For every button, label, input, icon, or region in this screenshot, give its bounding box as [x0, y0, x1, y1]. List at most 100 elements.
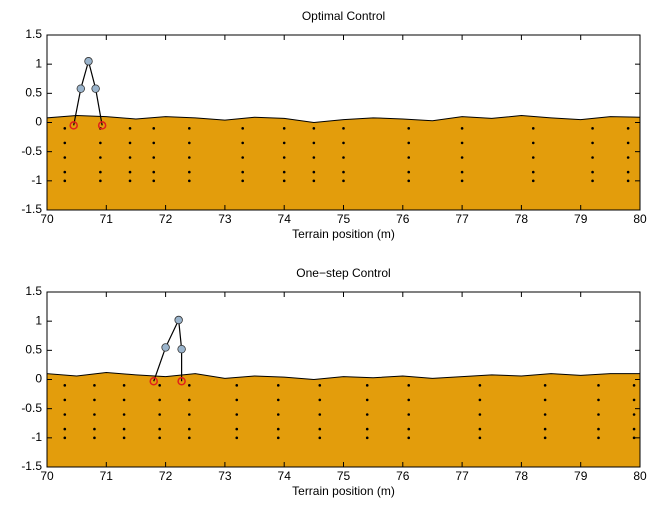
sample-dot	[407, 398, 411, 402]
sample-dot	[531, 156, 535, 159]
sample-dot	[276, 398, 280, 402]
sample-dot	[407, 156, 411, 159]
sample-dot	[93, 427, 96, 431]
sample-dot	[188, 141, 191, 145]
y-tick-label: -1	[31, 430, 42, 444]
sample-dot	[122, 398, 126, 402]
sample-dot	[318, 427, 322, 431]
sample-dot	[632, 436, 636, 440]
sample-dot	[63, 156, 67, 159]
sample-dot	[407, 141, 411, 145]
sample-dot	[63, 141, 67, 145]
sample-dot	[460, 170, 464, 174]
sample-dot	[478, 398, 482, 402]
sample-dot	[460, 127, 464, 130]
joint	[177, 344, 186, 354]
sample-dot	[282, 156, 286, 159]
sample-dot	[597, 398, 600, 402]
sample-dot	[407, 384, 411, 387]
y-tick-label: -1	[31, 173, 42, 187]
terrain	[46, 371, 641, 468]
sample-dot	[188, 427, 191, 431]
joint	[174, 315, 183, 325]
sample-dot	[241, 156, 244, 159]
x-tick-label: 71	[100, 212, 114, 226]
sample-dot	[626, 141, 630, 145]
sample-dot	[276, 427, 280, 431]
sample-dot	[632, 427, 636, 431]
sample-dot	[597, 413, 600, 416]
sample-dot	[632, 384, 636, 387]
sample-dot	[122, 413, 126, 416]
y-tick-label: -0.5	[21, 144, 42, 158]
sample-dot	[63, 427, 67, 431]
sample-dot	[597, 436, 600, 440]
x-tick-label: 70	[40, 469, 54, 483]
sample-dot	[188, 436, 191, 440]
sample-dot	[365, 436, 369, 440]
y-tick-label: -1.5	[21, 459, 42, 473]
x-tick-label: 78	[515, 469, 529, 483]
sample-dot	[478, 427, 482, 431]
sample-dot	[99, 179, 102, 183]
sample-dot	[626, 156, 630, 159]
sample-dot	[152, 170, 156, 174]
sample-dot	[407, 179, 411, 183]
sample-dot	[99, 170, 102, 174]
y-tick-label: 0	[35, 372, 42, 386]
sample-dot	[591, 156, 594, 159]
sample-dot	[597, 427, 600, 431]
sample-dot	[93, 413, 96, 416]
x-tick-label: 75	[337, 212, 351, 226]
sample-dot	[276, 436, 280, 440]
sample-dot	[63, 398, 67, 402]
sample-dot	[63, 436, 67, 440]
joint	[84, 57, 93, 66]
y-tick-label: 1	[35, 56, 42, 70]
x-tick-label: 72	[159, 212, 173, 226]
sample-dot	[128, 156, 132, 159]
sample-dot	[241, 141, 244, 145]
sample-dot	[342, 179, 345, 183]
x-tick-label: 77	[455, 469, 469, 483]
sample-dot	[597, 384, 600, 387]
y-tick-label: -1.5	[21, 202, 42, 216]
x-tick-label: 75	[337, 469, 351, 483]
sample-dot	[478, 436, 482, 440]
sample-dot	[543, 436, 547, 440]
sample-dot	[318, 436, 322, 440]
foot	[69, 121, 78, 130]
chart-title: One−step Control	[296, 266, 390, 280]
sample-dot	[342, 127, 345, 130]
sample-dot	[276, 413, 280, 416]
sample-dot	[282, 170, 286, 174]
sample-dot	[188, 384, 191, 387]
sample-dot	[235, 384, 239, 387]
sample-dot	[312, 179, 316, 183]
sample-dot	[158, 384, 161, 387]
sample-dot	[460, 179, 464, 183]
sample-dot	[63, 413, 67, 416]
sample-dot	[235, 436, 239, 440]
sample-dot	[152, 127, 156, 130]
sample-dot	[188, 170, 191, 174]
sample-dot	[365, 384, 369, 387]
sample-dot	[63, 127, 67, 130]
sample-dot	[318, 398, 322, 402]
sample-dot	[591, 127, 594, 130]
sample-dot	[342, 141, 345, 145]
x-tick-label: 80	[633, 212, 647, 226]
sample-dot	[543, 427, 547, 431]
x-tick-label: 74	[278, 212, 292, 226]
sample-dot	[632, 398, 636, 402]
sample-dot	[235, 413, 239, 416]
y-tick-label: -0.5	[21, 401, 42, 415]
sample-dot	[591, 179, 594, 183]
terrain	[46, 114, 641, 211]
sample-dot	[282, 127, 286, 130]
sample-dot	[128, 179, 132, 183]
sample-dot	[318, 384, 322, 387]
x-tick-label: 76	[396, 469, 410, 483]
x-tick-label: 73	[218, 469, 232, 483]
sample-dot	[626, 127, 630, 130]
